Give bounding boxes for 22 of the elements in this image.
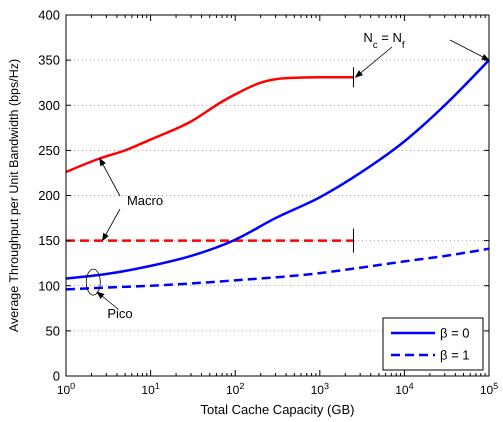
annotation: Pico: [107, 306, 133, 321]
legend-label: β = 0: [440, 326, 470, 341]
legend-label: β = 1: [440, 348, 470, 363]
x-tick-label: 10$^{2}$: [226, 381, 244, 397]
y-tick-label: 350: [38, 52, 60, 68]
annotation: N$_{c}$ = N$_{f}$: [363, 30, 405, 50]
y-tick-label: 250: [38, 142, 60, 158]
x-tick-label: 10$^{1}$: [141, 381, 160, 397]
y-axis-title: Average Throughput per Unit Bandwidth (bps/Hz): [7, 58, 21, 332]
y-tick-label: 50: [46, 323, 60, 338]
y-tick-label: 100: [38, 278, 60, 294]
annotation: Macro: [126, 193, 164, 208]
y-tick-label: 400: [38, 8, 60, 23]
y-tick-label: 300: [38, 98, 60, 113]
x-tick-label: 10$^{0}$: [56, 381, 76, 397]
x-tick-label: 10$^{5}$: [480, 381, 498, 397]
y-tick-label: 150: [38, 233, 60, 248]
y-tick-label: 200: [38, 188, 60, 204]
x-axis-title: Total Cache Capacity (GB): [200, 402, 354, 417]
y-tick-label: 0: [52, 368, 60, 384]
x-tick-label: 10$^{3}$: [310, 381, 329, 397]
x-tick-label: 10$^{4}$: [395, 381, 414, 397]
